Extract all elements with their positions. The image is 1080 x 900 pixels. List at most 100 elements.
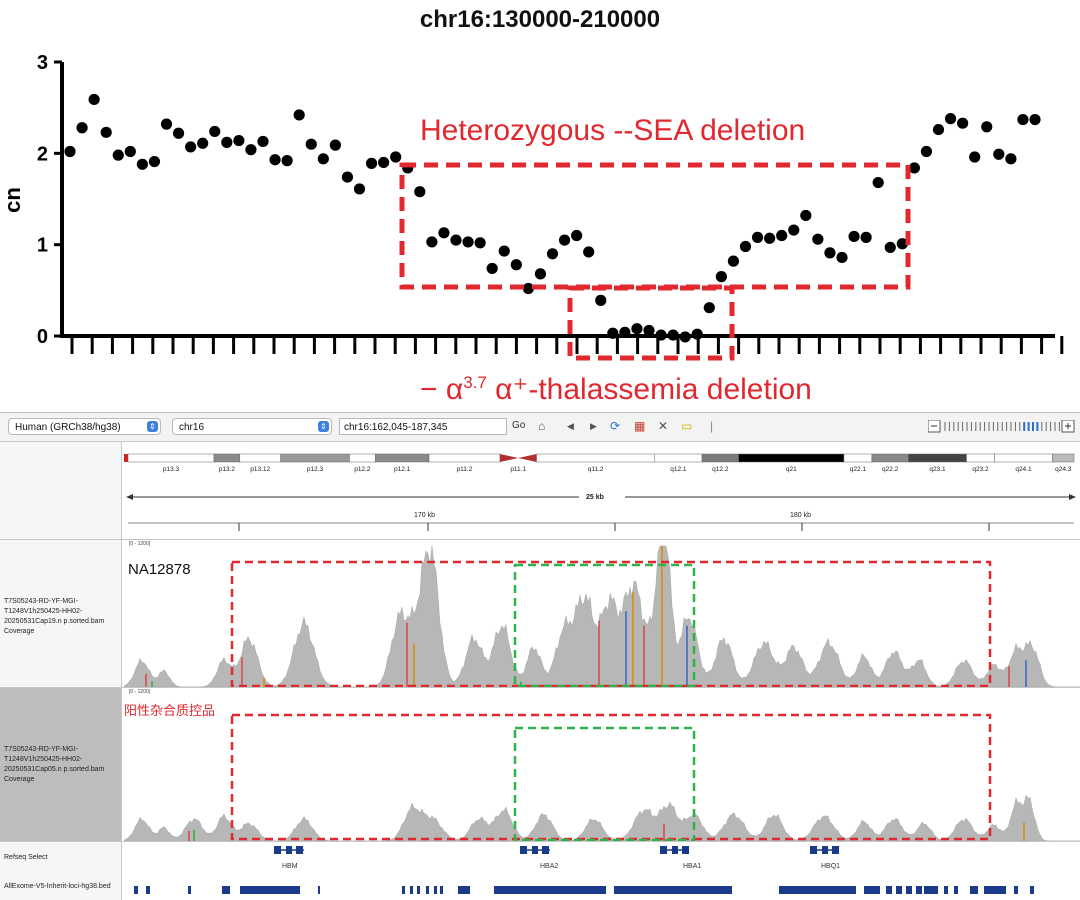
gene-exon — [520, 846, 527, 854]
bed-feature — [402, 886, 405, 894]
cn-point — [124, 145, 136, 158]
cytoband — [738, 453, 845, 463]
cn-point — [993, 148, 1005, 160]
gene-exon — [286, 846, 292, 854]
bed-feature — [440, 886, 443, 894]
cn-point — [88, 93, 100, 106]
bed-feature — [318, 886, 320, 894]
cytoband-label: q21 — [786, 466, 797, 473]
chart-title: chr16:130000-210000 — [419, 6, 661, 33]
cn-point — [920, 145, 933, 158]
cn-point — [64, 145, 76, 158]
chromosome-ideogram[interactable]: p13.3 p13.2 p13.12 p12.3 p12.2 p12.1 p11.2 p11.… — [124, 451, 1080, 477]
cytoband — [701, 453, 739, 463]
sea-deletion-box — [399, 162, 911, 290]
cytoband — [127, 453, 215, 463]
gene-exon — [810, 846, 817, 854]
cn-point — [631, 323, 643, 335]
resize-icon[interactable]: ✕ — [658, 419, 669, 433]
bed-feature — [916, 886, 922, 894]
track1-name: T7S05243-RD-YF-MGI-T1248V1h250425-HH02-2… — [4, 598, 105, 635]
cytoband-label: q23.2 — [972, 466, 989, 473]
locus-input[interactable]: chr16:162,045-187,345 — [339, 418, 507, 435]
span-label: 25 kb — [586, 494, 604, 501]
bed-feature — [1014, 886, 1018, 894]
cn-point — [426, 236, 438, 248]
cn-point — [824, 247, 836, 259]
y-tick-label: 3 — [37, 52, 48, 74]
track2-green-box — [513, 726, 696, 841]
genome-select[interactable]: Human (GRCh38/hg38) ⇕ — [8, 418, 161, 435]
gene-label-hba2: HBA2 — [540, 863, 559, 870]
cn-point — [812, 233, 824, 245]
cytoband-label: p13.2 — [219, 466, 236, 473]
cn-point — [378, 156, 390, 169]
track2-sample-label: 阳性杂合质控品 — [124, 703, 216, 718]
cytoband-label: p11.2 — [457, 466, 473, 473]
popup-icon[interactable]: ▭ — [681, 419, 693, 433]
bed-feature — [494, 886, 606, 894]
cn-point — [872, 176, 884, 189]
ruler-label-180kb: 180 kb — [790, 512, 812, 519]
coverage-area — [124, 545, 1080, 687]
bed-feature — [458, 886, 470, 894]
cn-point — [390, 151, 402, 163]
home-icon[interactable]: ⌂ — [538, 419, 546, 433]
cytoband-label: q22.2 — [882, 466, 899, 473]
forward-icon[interactable]: ▶ — [590, 421, 597, 431]
copy-number-chart: chr16:130000-210000 0 1 2 3 cn Heterozygous … — [0, 0, 1080, 410]
cytoband-label: q23.1 — [929, 466, 946, 473]
bed-feature — [426, 886, 429, 894]
gene-label-hbq1: HBQ1 — [821, 863, 841, 870]
cn-point — [160, 118, 173, 130]
cn-point — [269, 154, 281, 166]
track2-red-box — [230, 713, 992, 841]
centromere — [518, 454, 537, 462]
y-axis-label: cn — [0, 187, 25, 213]
chromosome-select[interactable]: chr16 ⇕ — [172, 418, 332, 435]
go-button[interactable]: Go — [512, 420, 526, 431]
cytoband — [375, 453, 430, 463]
cn-point — [197, 137, 209, 149]
cn-point — [112, 149, 124, 161]
bed-feature — [146, 886, 150, 894]
alpha37-deletion-box — [567, 285, 735, 361]
cn-point — [776, 229, 788, 242]
roi-icon[interactable]: ▦ — [634, 419, 646, 433]
bed-feature — [614, 886, 732, 894]
select-arrow-icon: ⇕ — [147, 421, 158, 432]
bed-track-name: AllExome-V5-Inherit-loci-hg38.bed — [4, 883, 111, 890]
cn-point — [655, 329, 667, 341]
cn-point — [281, 155, 293, 167]
igv-toolbar: Human (GRCh38/hg38) ⇕ chr16 ⇕ chr16:162,04… — [0, 413, 1080, 442]
feature-tracks[interactable] — [124, 842, 1080, 900]
cn-point — [715, 271, 727, 283]
cn-point — [546, 248, 559, 260]
zoom-widget[interactable] — [928, 420, 1076, 434]
copy-number-plot: 0 1 2 3 cn — [0, 52, 1064, 361]
track2-coverage[interactable] — [124, 688, 1080, 841]
cytoband-label: p12.2 — [354, 466, 371, 473]
gene-exon — [660, 846, 667, 854]
feature-names-panel: Refseq Select AllExome-V5-Inherit-loci-h… — [0, 841, 122, 900]
gene-exon — [832, 846, 839, 854]
cn-point — [534, 268, 547, 280]
y-tick-label: 2 — [37, 143, 48, 165]
gene-exon — [672, 846, 678, 854]
cn-point — [233, 134, 245, 147]
bed-feature — [434, 886, 437, 894]
refresh-icon[interactable]: ⟳ — [610, 419, 621, 433]
cn-point — [969, 151, 981, 163]
track2-name-panel[interactable]: T7S05243-RD-YF-MGI-T1248V1h250425-HH02-2… — [0, 687, 122, 841]
cn-point — [679, 331, 691, 343]
track1-name-panel: T7S05243-RD-YF-MGI-T1248V1h250425-HH02-2… — [0, 539, 122, 687]
bed-feature — [240, 886, 300, 894]
cytoband — [843, 453, 873, 463]
back-icon[interactable]: ◀ — [567, 421, 574, 431]
track1-coverage[interactable] — [124, 540, 1080, 687]
cn-point — [583, 246, 595, 258]
bed-feature — [864, 886, 880, 894]
cn-point — [643, 324, 655, 337]
cn-point — [884, 241, 896, 254]
cn-point — [751, 231, 764, 243]
